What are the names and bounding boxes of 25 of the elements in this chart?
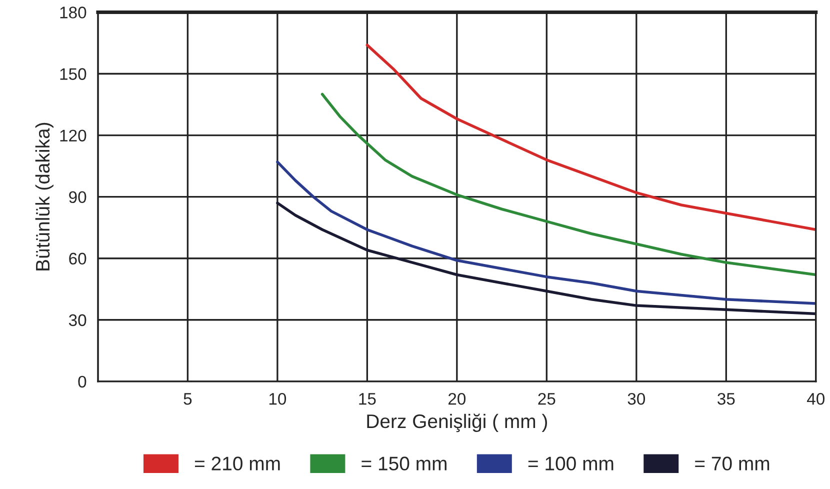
x-tick-label: 35 xyxy=(718,392,735,405)
line-series xyxy=(276,202,816,316)
legend-label: = 100 mm xyxy=(528,456,614,470)
legend-label: = 210 mm xyxy=(194,456,280,470)
y-tick-label: 90 xyxy=(69,191,86,204)
y-axis-title: Bütünlük (dakika) xyxy=(35,122,54,270)
line-series xyxy=(320,92,816,276)
line-series xyxy=(276,160,816,305)
x-tick-label: 25 xyxy=(538,392,556,405)
x-tick-label: 5 xyxy=(184,393,192,405)
line-series xyxy=(366,44,816,232)
y-tick-label: 150 xyxy=(60,68,86,80)
x-tick-label: 30 xyxy=(628,392,646,405)
y-tick-label: 180 xyxy=(60,6,86,18)
x-tick-label: 40 xyxy=(807,392,825,405)
y-tick-label: 120 xyxy=(60,130,86,142)
x-tick-label: 15 xyxy=(359,393,376,405)
y-tick-label: 30 xyxy=(68,314,86,326)
legend-label: = 150 mm xyxy=(362,456,446,470)
x-tick-label: 20 xyxy=(448,392,466,405)
x-tick-label: 10 xyxy=(269,392,286,405)
y-tick-label: 60 xyxy=(69,252,86,265)
y-tick-label: 0 xyxy=(78,376,86,388)
x-axis-title: Derz Genişliği ( mm ) xyxy=(367,414,547,432)
legend-label: = 70 mm xyxy=(695,456,770,470)
